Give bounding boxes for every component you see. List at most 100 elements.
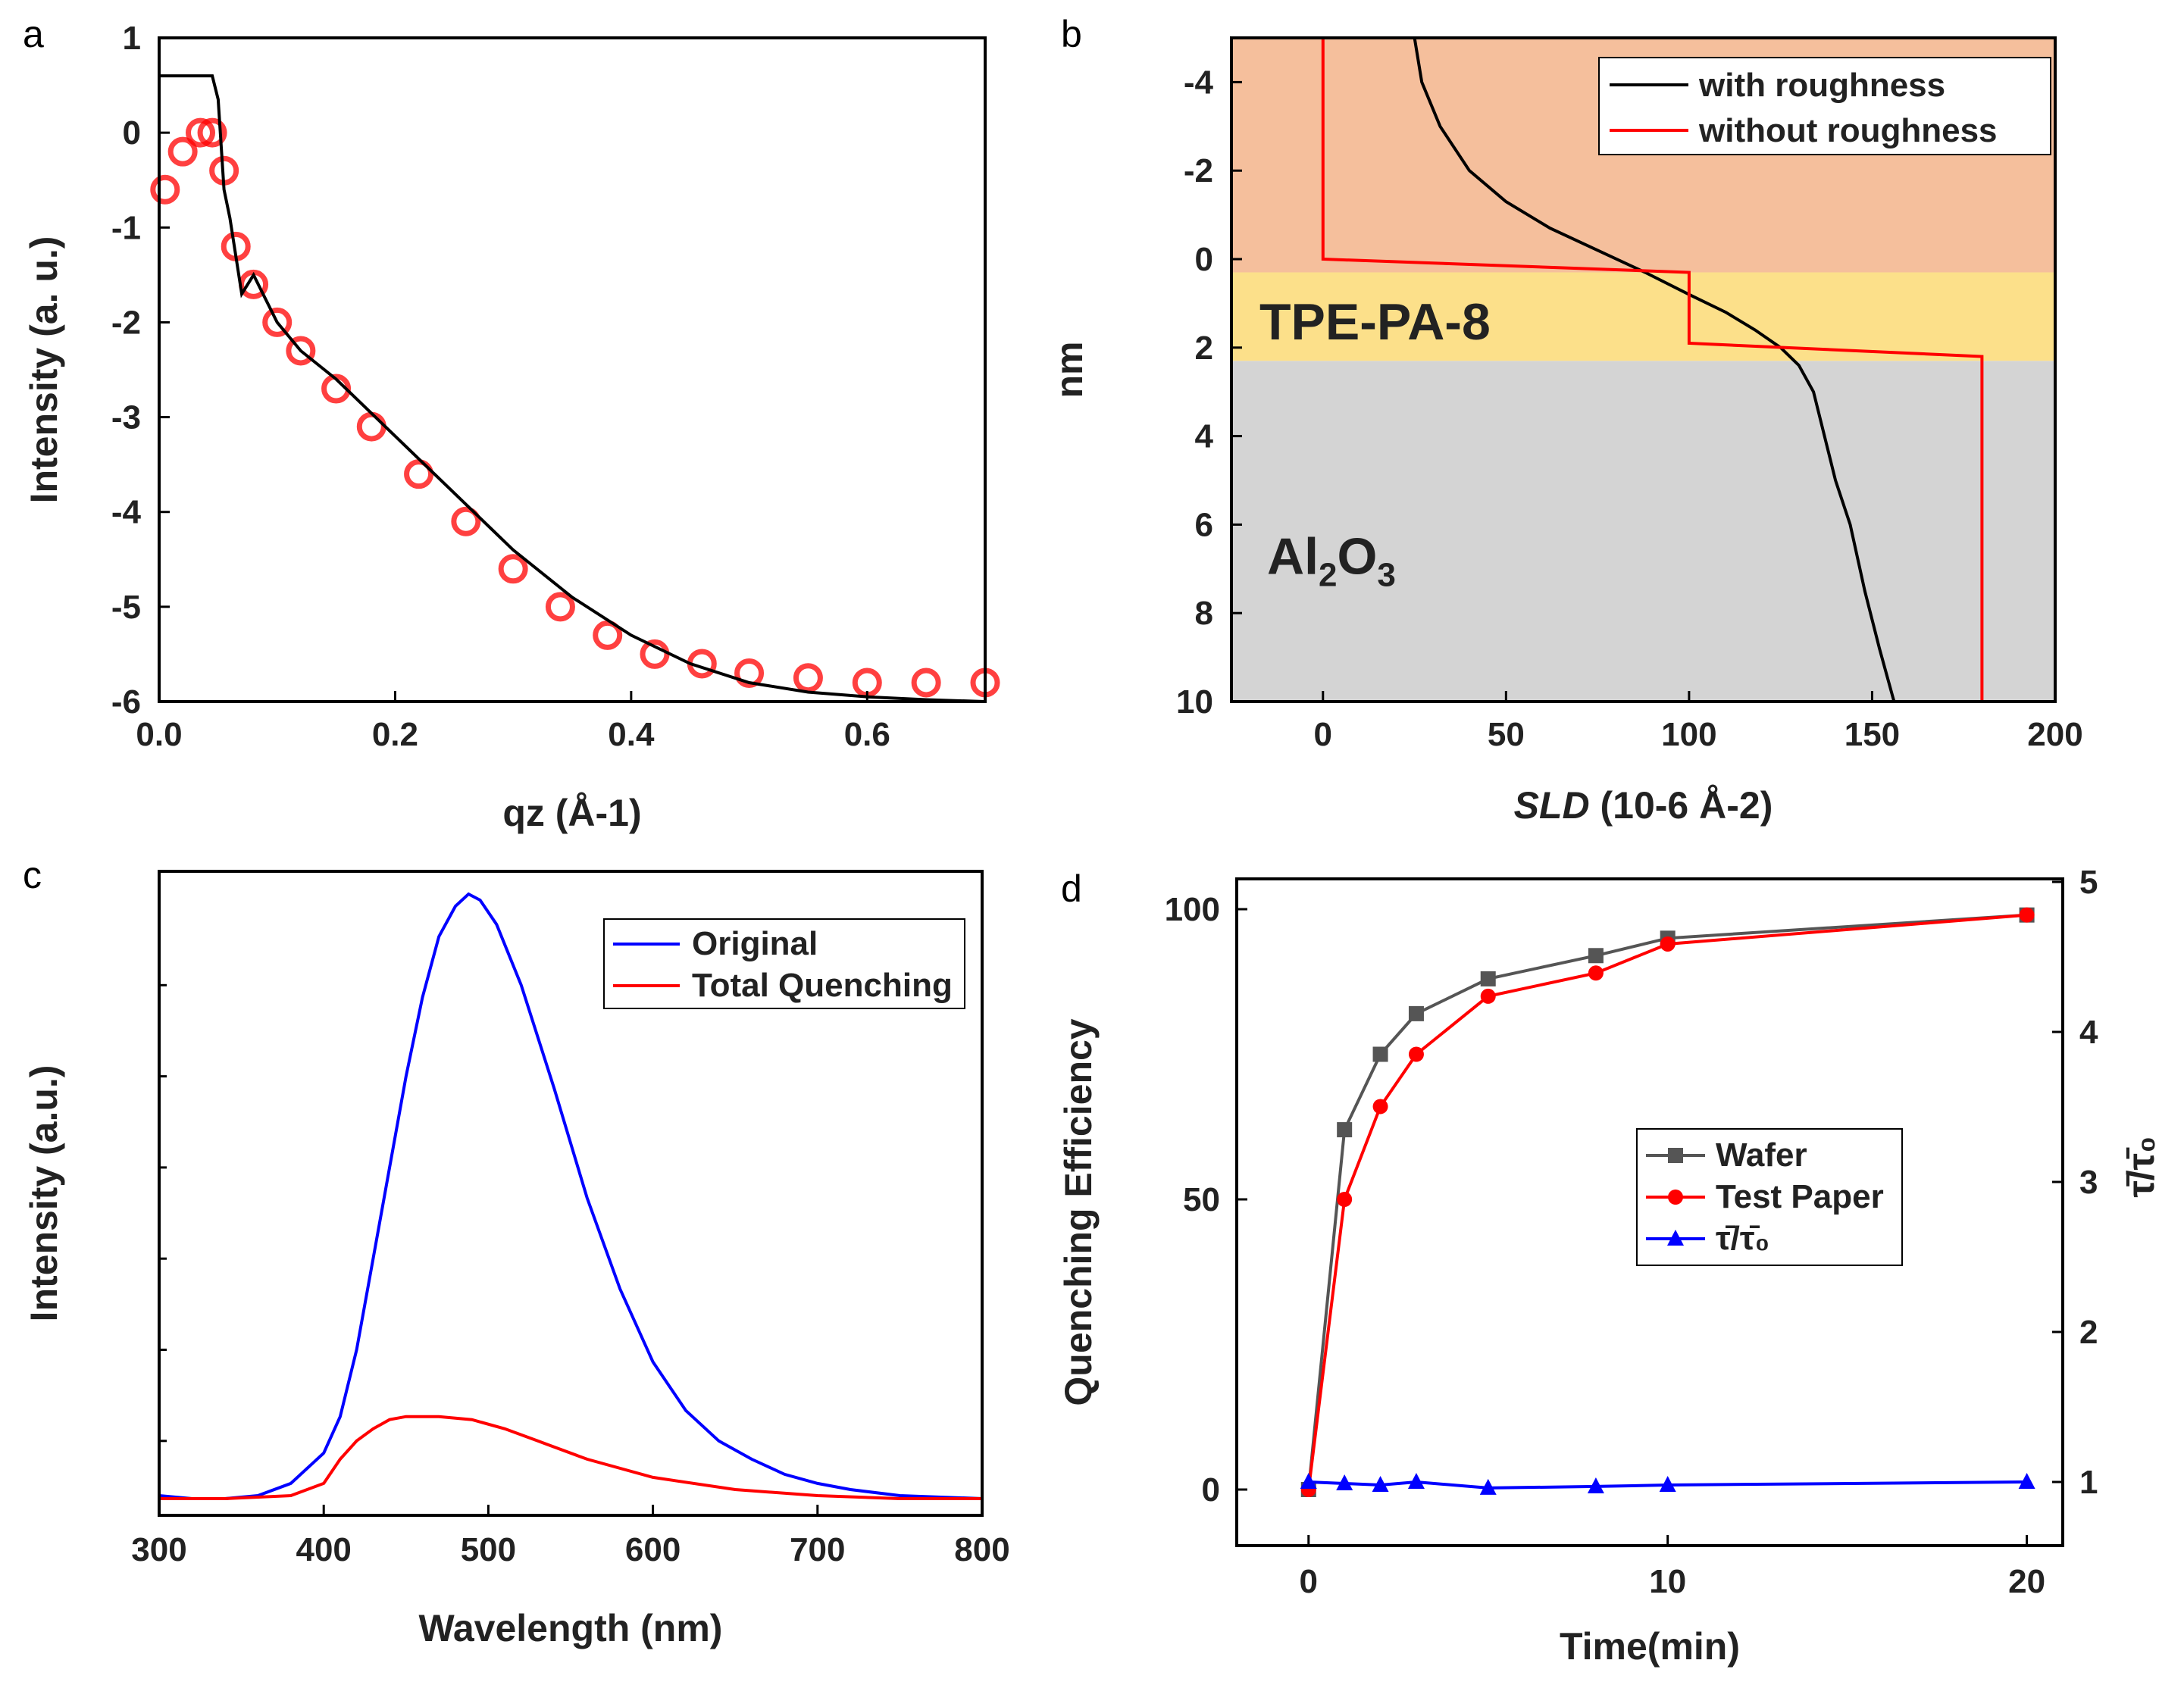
region-label-part: 2 xyxy=(1319,556,1337,593)
series-line xyxy=(1306,913,2027,1490)
data-point-triangle xyxy=(2018,1473,2035,1489)
panel-d-quenching: Wafer Test Paper τ̄/τ̄₀ 0 10 20 0 50 100 1 2 3 4 5 Tim… xyxy=(1057,864,2162,1668)
data-point-triangle xyxy=(1587,1477,1604,1493)
data-point-circle xyxy=(1660,936,1676,952)
x-tick-label: 700 xyxy=(790,1531,845,1568)
x-axis-title: Time(min) xyxy=(1560,1625,1740,1668)
x-tick-label: 0 xyxy=(1314,716,1332,753)
panel-label-d: d xyxy=(1061,868,1082,910)
data-point xyxy=(593,620,623,650)
y-tick-label: 8 xyxy=(1195,595,1213,632)
data-point xyxy=(404,459,434,489)
data-point xyxy=(640,639,670,669)
y-tick-label: 50 xyxy=(1183,1181,1220,1218)
region-label-tpe-pa-8: TPE-PA-8 xyxy=(1259,293,1491,351)
data-point-triangle xyxy=(1372,1475,1389,1492)
y-axis-title: Intensity (a.u.) xyxy=(23,1065,65,1322)
data-point-square xyxy=(1668,1148,1683,1163)
region-tpe-pa-8 xyxy=(1231,272,2055,361)
x-tick-label: 0.2 xyxy=(372,716,418,753)
series-Original xyxy=(158,892,983,1500)
x-tick-label: 600 xyxy=(625,1531,681,1568)
data-point xyxy=(167,136,198,167)
data-point xyxy=(286,336,316,366)
x-tick-label: 50 xyxy=(1488,716,1525,753)
legend-label: Test Paper xyxy=(1716,1178,1884,1215)
legend-label: without roughness xyxy=(1698,112,1998,149)
data-point xyxy=(498,554,528,584)
x-axis-title-units: (10-6 Å-2) xyxy=(1590,784,1773,827)
data-point-circle xyxy=(2019,907,2035,923)
y-right-tick-label: 2 xyxy=(2079,1314,2098,1351)
data-point-triangle xyxy=(1659,1475,1676,1492)
plot-frame xyxy=(158,870,984,1517)
data-point-square xyxy=(1337,1122,1353,1138)
data-point xyxy=(911,667,941,698)
data-point-circle xyxy=(1480,988,1496,1004)
x-tick-label: 0 xyxy=(1300,1563,1318,1600)
legend-label: τ̄/τ̄₀ xyxy=(1716,1220,1769,1257)
data-point xyxy=(197,117,227,148)
data-point xyxy=(356,411,386,442)
x-tick-label: 150 xyxy=(1845,716,1900,753)
x-tick-label: 0.4 xyxy=(608,716,655,753)
data-point-square xyxy=(1480,971,1496,986)
data-point xyxy=(734,658,765,688)
x-tick-label: 20 xyxy=(2008,1563,2045,1600)
series-with-roughness xyxy=(1413,37,1896,702)
plot-frame xyxy=(1230,36,2057,703)
x-tick-label: 800 xyxy=(954,1531,1009,1568)
y-tick-label: 1 xyxy=(123,20,141,57)
data-point xyxy=(186,117,215,148)
legend-box xyxy=(1598,57,2051,155)
y-tick-label: 10 xyxy=(1176,683,1213,721)
data-point-circle xyxy=(1588,965,1604,981)
data-point-circle xyxy=(1408,1046,1424,1062)
y-tick-label: 0 xyxy=(1202,1471,1220,1508)
x-tick-label: 10 xyxy=(1649,1563,1686,1600)
x-axis-title-italic: SLD xyxy=(1514,784,1590,827)
y-tick-label: 100 xyxy=(1165,891,1220,928)
legend-label: Total Quenching xyxy=(692,967,953,1004)
y-tick-label: -5 xyxy=(111,589,141,626)
region-label-part: O xyxy=(1337,527,1377,585)
legend-label: with roughness xyxy=(1698,67,1945,104)
y-tick-label: -4 xyxy=(111,494,142,531)
x-axis-title: SLD (10-6 Å-2) xyxy=(1514,784,1773,827)
x-axis-title: qz (Å-1) xyxy=(502,792,641,834)
x-tick-label: 300 xyxy=(131,1531,186,1568)
legend-box xyxy=(603,918,965,1009)
panel-label-b: b xyxy=(1061,13,1082,55)
panel-label-c: c xyxy=(23,854,42,896)
y-axis-title: Quenching Efficiency xyxy=(1057,1018,1100,1405)
data-point xyxy=(321,374,352,404)
region-label-part: Al xyxy=(1267,527,1319,585)
y-right-axis-title: τ̄/τ̄₀ xyxy=(2120,1136,2162,1197)
data-point-circle xyxy=(1337,1192,1353,1207)
series-line xyxy=(1308,1480,2027,1490)
data-point-square xyxy=(1372,1046,1388,1062)
y-tick-label: 6 xyxy=(1195,506,1213,543)
data-point xyxy=(545,592,575,622)
series-without-roughness xyxy=(1321,38,1984,702)
x-tick-label: 100 xyxy=(1661,716,1716,753)
plot-frame xyxy=(1235,877,2064,1547)
x-tick-label: 200 xyxy=(2027,716,2082,753)
data-point-triangle xyxy=(1336,1474,1353,1490)
data-point-circle xyxy=(1668,1190,1683,1205)
data-point xyxy=(262,307,293,337)
panel-a-reflectivity: 0.0 0.2 0.4 0.6 1 0 -1 -2 -3 -4 -5 -6 qz (Å-1) Intens… xyxy=(23,20,1000,834)
region-label-al2o3: Al2O3 xyxy=(1267,527,1396,593)
y-right-tick-label: 4 xyxy=(2079,1014,2098,1051)
x-tick-label: 400 xyxy=(296,1531,351,1568)
plot-frame xyxy=(158,36,987,703)
data-point xyxy=(150,174,180,205)
legend-label: Original xyxy=(692,925,818,962)
y-tick-label: -6 xyxy=(111,683,141,721)
data-point-square xyxy=(1408,1005,1424,1021)
y-right-tick-label: 3 xyxy=(2079,1164,2098,1201)
data-point-square xyxy=(1588,948,1604,964)
panel-b-sld-profile: TPE-PA-8 Al2O3 with roughness without rough… xyxy=(1048,36,2083,827)
y-tick-label: -3 xyxy=(111,399,141,436)
